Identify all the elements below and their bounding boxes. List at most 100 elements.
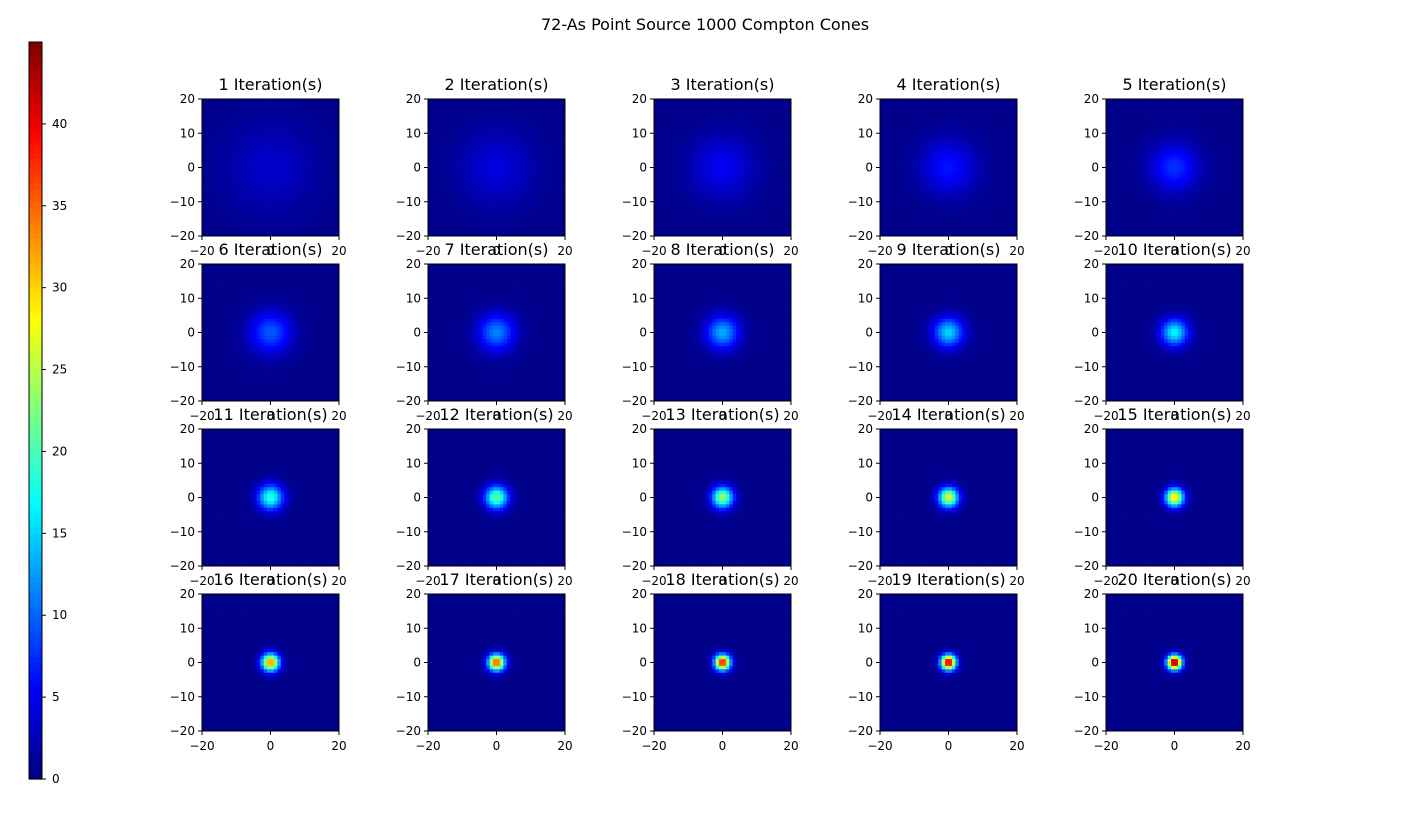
heatmap-cell xyxy=(716,195,720,199)
heatmap-cell xyxy=(452,157,456,161)
heatmap-cell xyxy=(301,229,305,233)
heatmap-cell xyxy=(767,116,771,120)
heatmap-cell xyxy=(743,181,747,185)
heatmap-cell xyxy=(223,140,227,144)
heatmap-cell xyxy=(538,229,542,233)
heatmap-cell xyxy=(236,130,240,134)
heatmap-cell xyxy=(486,212,490,216)
heatmap-cell xyxy=(760,188,764,192)
heatmap-cell xyxy=(688,219,692,223)
heatmap-cell xyxy=(264,99,268,103)
heatmap-cell xyxy=(510,222,514,226)
heatmap-cell xyxy=(746,161,750,165)
heatmap-cell xyxy=(527,144,531,148)
heatmap-cell xyxy=(688,164,692,168)
x-tick-label: 20 xyxy=(783,244,798,258)
heatmap-cell xyxy=(305,116,309,120)
heatmap-cell xyxy=(329,116,333,120)
heatmap-cell xyxy=(774,178,778,182)
heatmap-cell xyxy=(308,144,312,148)
heatmap-cell xyxy=(527,133,531,137)
heatmap-cell xyxy=(675,202,679,206)
heatmap-cell xyxy=(702,198,706,202)
heatmap-cell xyxy=(229,178,233,182)
heatmap-cell xyxy=(702,99,706,103)
heatmap-cell xyxy=(264,157,268,161)
heatmap-cell xyxy=(288,174,292,178)
heatmap-cell xyxy=(428,144,432,148)
heatmap-cell xyxy=(555,120,559,124)
heatmap-cell xyxy=(209,102,213,106)
heatmap-cell xyxy=(757,120,761,124)
heatmap-cell xyxy=(476,168,480,172)
heatmap-cell xyxy=(544,226,548,230)
heatmap-cell xyxy=(524,181,528,185)
heatmap-cell xyxy=(479,226,483,230)
heatmap-cell xyxy=(332,198,336,202)
heatmap-cell xyxy=(209,198,213,202)
heatmap-cell xyxy=(510,191,514,195)
heatmap-cell xyxy=(514,106,518,110)
heatmap-cell xyxy=(764,133,768,137)
heatmap-cell xyxy=(271,229,275,233)
heatmap-cell xyxy=(757,150,761,154)
heatmap-cell xyxy=(284,120,288,124)
heatmap-cell xyxy=(322,226,326,230)
heatmap-cell xyxy=(226,188,230,192)
heatmap-cell xyxy=(260,222,264,226)
heatmap-cell xyxy=(329,205,333,209)
heatmap-cell xyxy=(236,212,240,216)
heatmap-cell xyxy=(544,229,548,233)
heatmap-cell xyxy=(548,226,552,230)
heatmap-cell xyxy=(657,130,661,134)
heatmap-cell xyxy=(541,123,545,127)
heatmap-cell xyxy=(541,185,545,189)
heatmap-cell xyxy=(219,219,223,223)
heatmap-cell xyxy=(473,157,477,161)
heatmap-cell xyxy=(267,219,271,223)
heatmap-cell xyxy=(284,181,288,185)
heatmap-cell xyxy=(452,147,456,151)
heatmap-cell xyxy=(212,157,216,161)
heatmap-cell xyxy=(500,144,504,148)
heatmap-cell xyxy=(277,215,281,219)
heatmap-cell xyxy=(435,164,439,168)
heatmap-cell xyxy=(517,202,521,206)
heatmap-cell xyxy=(705,226,709,230)
heatmap-cell xyxy=(449,181,453,185)
heatmap-cell xyxy=(675,164,679,168)
heatmap-cell xyxy=(503,212,507,216)
heatmap-cell xyxy=(205,147,209,151)
heatmap-cell xyxy=(291,109,295,113)
heatmap-cell xyxy=(657,157,661,161)
heatmap-cell xyxy=(449,120,453,124)
heatmap-cell xyxy=(247,171,251,175)
heatmap-cell xyxy=(750,150,754,154)
heatmap-cell xyxy=(253,147,257,151)
heatmap-cell xyxy=(322,120,326,124)
heatmap-cell xyxy=(774,226,778,230)
heatmap-cell xyxy=(668,185,672,189)
heatmap-cell xyxy=(216,102,220,106)
heatmap-cell xyxy=(548,130,552,134)
heatmap-cell xyxy=(233,137,237,141)
heatmap-cell xyxy=(777,215,781,219)
heatmap-cell xyxy=(702,188,706,192)
heatmap-cell xyxy=(483,120,487,124)
heatmap-cell xyxy=(712,191,716,195)
heatmap-cell xyxy=(260,229,264,233)
heatmap-cell xyxy=(750,174,754,178)
heatmap-cell xyxy=(692,209,696,213)
heatmap-cell xyxy=(555,164,559,168)
heatmap-cell xyxy=(466,106,470,110)
heatmap-cell xyxy=(438,109,442,113)
heatmap-cell xyxy=(548,185,552,189)
heatmap-cell xyxy=(318,130,322,134)
heatmap-cell xyxy=(294,202,298,206)
heatmap-cell xyxy=(524,116,528,120)
heatmap-cell xyxy=(551,209,555,213)
heatmap-cell xyxy=(705,209,709,213)
heatmap-cell xyxy=(267,171,271,175)
heatmap-cell xyxy=(555,219,559,223)
heatmap-cell xyxy=(219,202,223,206)
